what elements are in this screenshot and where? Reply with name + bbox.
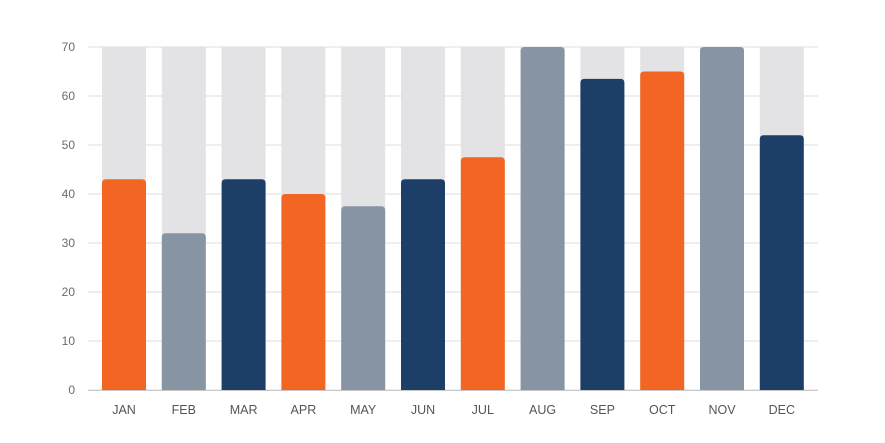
- x-category-label: MAY: [350, 403, 377, 417]
- y-tick-label: 30: [62, 236, 76, 250]
- x-category-label: FEB: [172, 403, 196, 417]
- bar-jul: [460, 157, 505, 390]
- x-category-label: JUL: [472, 403, 494, 417]
- x-category-label: NOV: [708, 403, 736, 417]
- y-tick-label: 70: [62, 40, 76, 54]
- x-category-label: APR: [291, 403, 317, 417]
- bar-may: [341, 206, 386, 390]
- x-category-label: DEC: [769, 403, 795, 417]
- x-category-label: SEP: [590, 403, 615, 417]
- y-tick-label: 20: [62, 285, 76, 299]
- y-tick-label: 10: [62, 334, 76, 348]
- grid-lines: [88, 46, 818, 391]
- bar-apr: [281, 194, 326, 390]
- bar-dec: [759, 135, 804, 390]
- x-category-label: JUN: [411, 403, 435, 417]
- bar-oct: [640, 71, 685, 390]
- x-category-label: MAR: [230, 403, 258, 417]
- bar-nov: [700, 47, 744, 390]
- background-tracks: [102, 47, 804, 390]
- y-axis-ticks: 0 10 20 30 40 50 60 70: [62, 40, 76, 397]
- bar-mar: [221, 179, 266, 390]
- y-tick-label: 50: [62, 138, 76, 152]
- data-bars: [102, 47, 804, 390]
- x-axis-categories: JAN FEB MAR APR MAY JUN JUL AUG SEP OCT NOV DEC: [112, 403, 795, 417]
- y-tick-label: 40: [62, 187, 76, 201]
- bar-sep: [580, 78, 625, 390]
- y-tick-label: 60: [62, 89, 76, 103]
- x-category-label: OCT: [649, 403, 676, 417]
- x-category-label: JAN: [112, 403, 136, 417]
- bar-jan: [102, 179, 146, 390]
- y-tick-label: 0: [68, 383, 75, 397]
- bar-aug: [520, 47, 565, 390]
- x-category-label: AUG: [529, 403, 556, 417]
- bar-jun: [401, 179, 445, 390]
- bar-feb: [161, 233, 206, 390]
